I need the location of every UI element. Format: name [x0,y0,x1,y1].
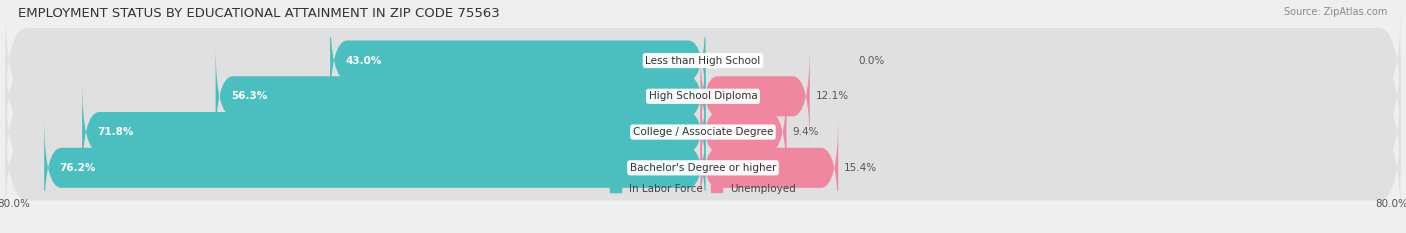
Text: 76.2%: 76.2% [59,163,96,173]
FancyBboxPatch shape [700,116,838,219]
FancyBboxPatch shape [44,116,706,219]
Text: Less than High School: Less than High School [645,55,761,65]
Text: 9.4%: 9.4% [793,127,820,137]
FancyBboxPatch shape [215,45,706,148]
Text: Source: ZipAtlas.com: Source: ZipAtlas.com [1284,7,1388,17]
FancyBboxPatch shape [6,111,1400,225]
FancyBboxPatch shape [6,4,1400,117]
FancyBboxPatch shape [330,9,706,112]
Text: 43.0%: 43.0% [346,55,382,65]
Text: 12.1%: 12.1% [815,91,849,101]
FancyBboxPatch shape [6,39,1400,153]
Text: 56.3%: 56.3% [231,91,267,101]
Text: 71.8%: 71.8% [97,127,134,137]
FancyBboxPatch shape [6,75,1400,189]
FancyBboxPatch shape [700,45,810,148]
FancyBboxPatch shape [700,81,786,184]
Text: College / Associate Degree: College / Associate Degree [633,127,773,137]
Text: EMPLOYMENT STATUS BY EDUCATIONAL ATTAINMENT IN ZIP CODE 75563: EMPLOYMENT STATUS BY EDUCATIONAL ATTAINM… [18,7,501,20]
Text: 0.0%: 0.0% [858,55,884,65]
Text: Bachelor's Degree or higher: Bachelor's Degree or higher [630,163,776,173]
Legend: In Labor Force, Unemployed: In Labor Force, Unemployed [606,180,800,198]
FancyBboxPatch shape [82,81,706,184]
Text: High School Diploma: High School Diploma [648,91,758,101]
Text: 15.4%: 15.4% [844,163,877,173]
